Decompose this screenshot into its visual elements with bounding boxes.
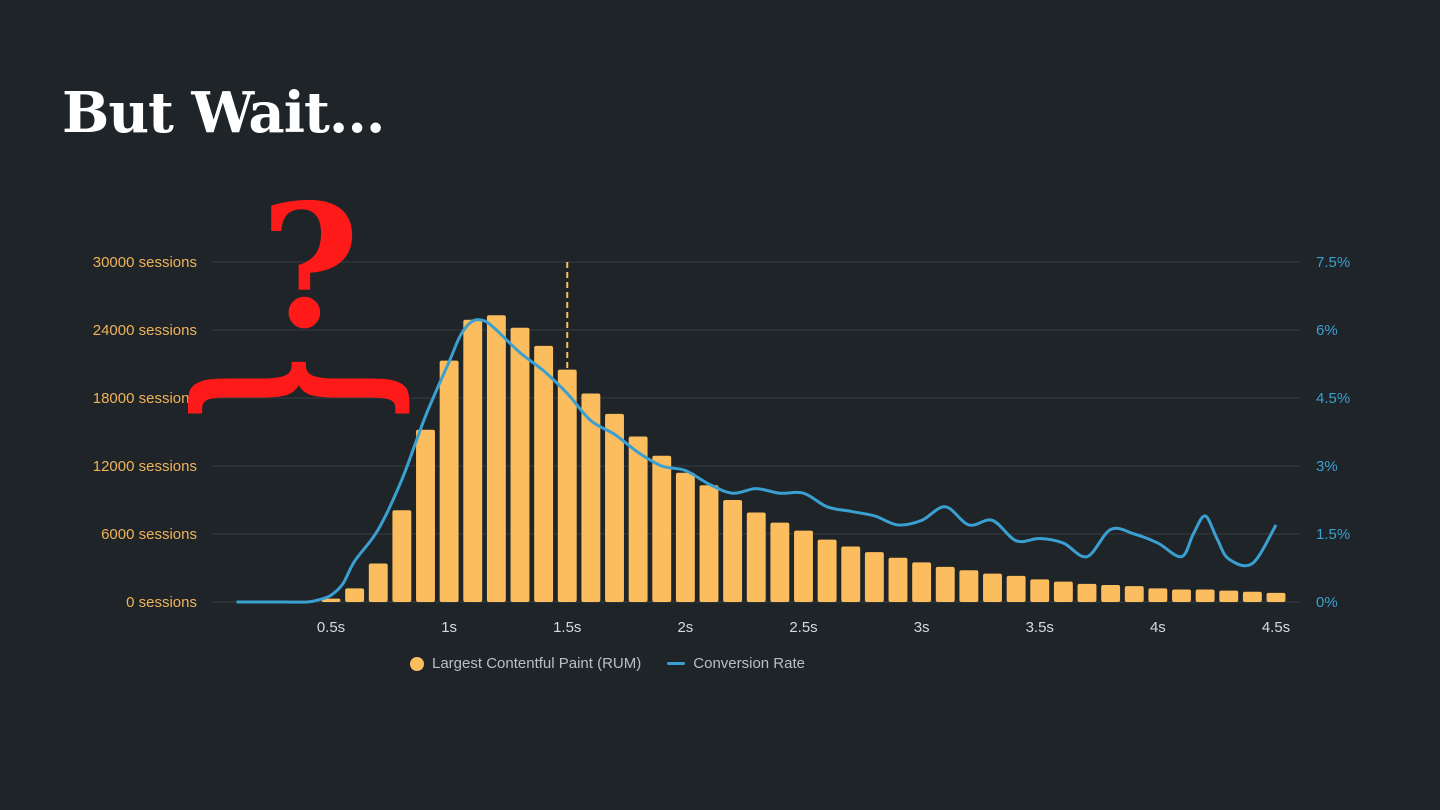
bar [345, 588, 365, 602]
bar [1077, 583, 1097, 602]
x-axis-tick-label: 2s [677, 619, 693, 636]
bar [1148, 588, 1168, 602]
bar [1242, 591, 1262, 602]
bar [817, 539, 837, 602]
bar [959, 570, 979, 602]
axes: 0 sessions 6000 sessions 12000 sessions 180… [93, 254, 1350, 636]
bar [1053, 581, 1073, 602]
bar [1006, 575, 1026, 602]
x-axis-tick-label: 3.5s [1026, 619, 1054, 636]
bar [864, 552, 884, 602]
bar [675, 472, 695, 602]
bar [1219, 590, 1239, 602]
bar [699, 485, 719, 602]
bar [581, 393, 601, 602]
bar [463, 319, 483, 602]
bar [983, 573, 1002, 602]
right-axis-tick-label: 7.5% [1316, 254, 1350, 271]
slide-title: But Wait... [62, 80, 385, 146]
right-axis-tick-label: 3% [1316, 458, 1338, 475]
x-axis-tick-label: 1s [441, 619, 457, 636]
bar [1124, 586, 1144, 602]
legend-swatch-bars [410, 656, 424, 671]
left-axis-tick-label: 18000 sessions [93, 390, 197, 407]
legend-swatch-line [667, 662, 686, 665]
bar [368, 563, 388, 602]
bar-series [297, 315, 1286, 602]
bar [723, 500, 743, 602]
bar [486, 315, 506, 602]
bar [534, 345, 554, 602]
x-axis-tick-label: 4.5s [1262, 619, 1290, 636]
left-axis-tick-label: 12000 sessions [93, 458, 197, 475]
bar [557, 369, 577, 602]
conversion-rate-line [236, 318, 1278, 604]
bar [794, 530, 813, 602]
right-axis-tick-label: 1.5% [1316, 526, 1350, 543]
bar [1030, 579, 1050, 602]
line-series [236, 318, 1278, 604]
bar [1172, 589, 1191, 602]
left-axis-tick-label: 0 sessions [126, 594, 197, 611]
curly-brace-annotation: { [169, 353, 451, 424]
bar [770, 522, 790, 602]
bar [841, 546, 861, 602]
left-axis-tick-label: 6000 sessions [101, 526, 197, 543]
legend-item-lcp[interactable]: Largest Contentful Paint (RUM) [410, 655, 641, 672]
bar [628, 436, 648, 602]
bar [392, 510, 412, 602]
bar [1266, 592, 1286, 602]
bar [605, 413, 624, 602]
x-axis-tick-label: 2.5s [789, 619, 817, 636]
bar [935, 566, 955, 602]
bar [652, 455, 672, 602]
chart-legend: Largest Contentful Paint (RUM) Conversio… [410, 655, 805, 672]
annotation: ? { [169, 167, 451, 423]
legend-label-lcp: Largest Contentful Paint (RUM) [432, 655, 642, 672]
legend-label-conversion: Conversion Rate [693, 655, 805, 672]
x-axis-tick-label: 1.5s [553, 619, 581, 636]
left-axis-tick-label: 24000 sessions [93, 322, 197, 339]
right-axis-tick-label: 6% [1316, 322, 1338, 339]
bar [510, 327, 530, 602]
bar [912, 562, 932, 602]
bar [1195, 589, 1215, 602]
bar [321, 598, 341, 602]
bar [1101, 585, 1121, 602]
bar [439, 360, 459, 602]
left-axis-tick-label: 30000 sessions [93, 254, 197, 271]
question-mark-annotation: ? [260, 167, 360, 367]
bar [746, 512, 766, 602]
bar [416, 429, 435, 602]
right-axis-tick-label: 4.5% [1316, 390, 1350, 407]
x-axis-tick-label: 3s [914, 619, 930, 636]
legend-item-conversion[interactable]: Conversion Rate [667, 655, 805, 672]
right-axis-tick-label: 0% [1316, 594, 1338, 611]
x-axis-tick-label: 0.5s [317, 619, 345, 636]
x-axis-tick-label: 4s [1150, 619, 1166, 636]
bar [888, 557, 908, 602]
